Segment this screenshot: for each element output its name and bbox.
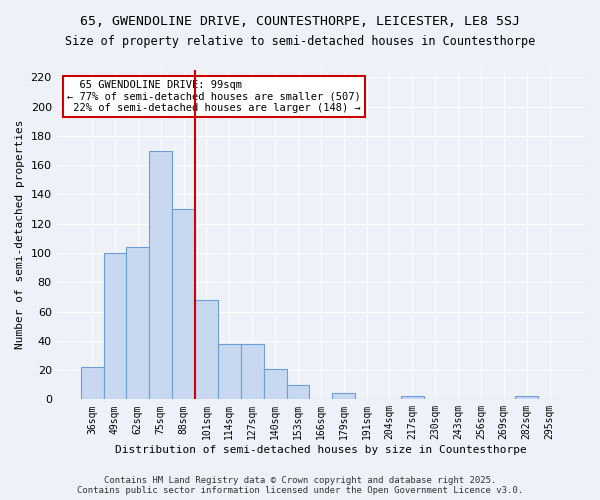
Text: Contains HM Land Registry data © Crown copyright and database right 2025.
Contai: Contains HM Land Registry data © Crown c… (77, 476, 523, 495)
Text: Size of property relative to semi-detached houses in Countesthorpe: Size of property relative to semi-detach… (65, 35, 535, 48)
Y-axis label: Number of semi-detached properties: Number of semi-detached properties (15, 120, 25, 350)
Bar (172, 209, 195, 400)
Bar (80, 367, 104, 400)
Bar (104, 253, 127, 400)
Bar (218, 344, 241, 400)
Bar (332, 394, 355, 400)
Bar (195, 300, 218, 400)
Text: 65, GWENDOLINE DRIVE, COUNTESTHORPE, LEICESTER, LE8 5SJ: 65, GWENDOLINE DRIVE, COUNTESTHORPE, LEI… (80, 15, 520, 28)
Bar (127, 247, 149, 400)
Bar (287, 384, 310, 400)
Bar (401, 396, 424, 400)
Bar (149, 150, 172, 400)
Text: 65 GWENDOLINE DRIVE: 99sqm
← 77% of semi-detached houses are smaller (507)
 22% : 65 GWENDOLINE DRIVE: 99sqm ← 77% of semi… (67, 80, 361, 113)
Bar (515, 396, 538, 400)
Bar (241, 344, 263, 400)
X-axis label: Distribution of semi-detached houses by size in Countesthorpe: Distribution of semi-detached houses by … (115, 445, 527, 455)
Bar (263, 368, 287, 400)
